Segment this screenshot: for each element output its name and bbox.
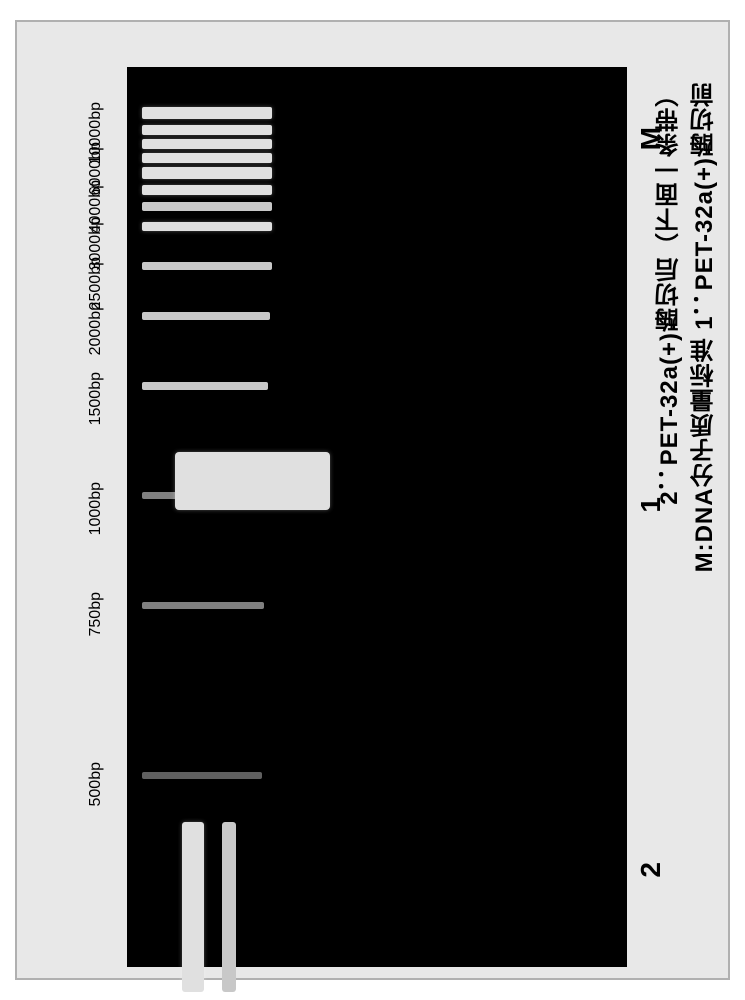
lane2-band-lower: [222, 822, 236, 992]
size-label: 750bp: [87, 592, 105, 637]
caption-line-1: M:DNA分子质量标准 1：PET-32a(+)酶切前: [687, 82, 722, 572]
gel-image: [127, 67, 627, 967]
size-label: 500bp: [87, 762, 105, 807]
size-label: 1500bp: [87, 372, 105, 425]
ladder-band: [142, 262, 272, 270]
ladder-band: [142, 382, 268, 390]
ladder-band: [142, 602, 264, 609]
ladder-band: [142, 125, 272, 135]
lane-label-2: 2: [635, 862, 667, 878]
size-label: 2000bp: [87, 302, 105, 355]
ladder-band: [142, 202, 272, 211]
ladder-band: [142, 222, 272, 231]
lane1-band: [175, 452, 330, 510]
figure-frame: 10000bp 6000bp 4000bp 3000bp 2500bp 2000…: [15, 20, 730, 980]
ladder-band: [142, 153, 272, 163]
ladder-band: [142, 167, 272, 179]
caption-line-2: 2：PET-32a(+)酶切后（下面一条带）: [652, 82, 687, 505]
ladder-band: [142, 107, 272, 119]
size-label: 1000bp: [87, 482, 105, 535]
ladder-band: [142, 185, 272, 195]
ladder-band: [142, 139, 272, 149]
ladder-band: [142, 772, 262, 779]
lane2-band-upper: [182, 822, 204, 992]
ladder-band: [142, 312, 270, 320]
